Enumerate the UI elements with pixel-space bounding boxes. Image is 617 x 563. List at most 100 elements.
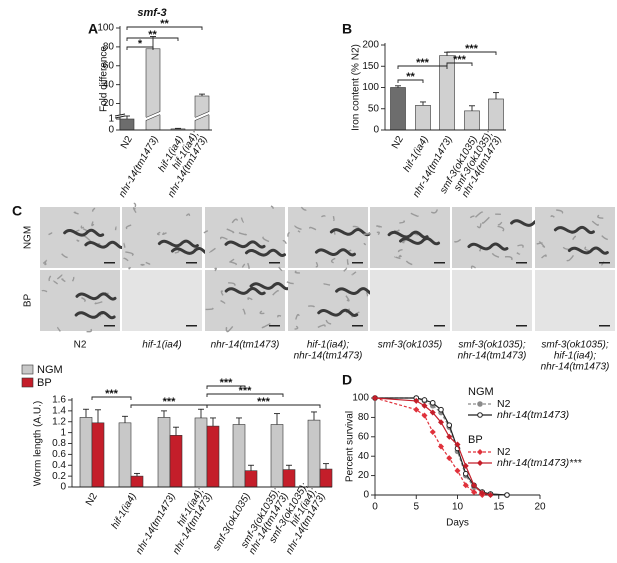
bar-break [194,111,210,118]
bar [307,419,321,488]
significance-bracket [397,79,424,83]
texture [240,217,244,223]
texture [282,240,287,245]
marker [462,462,469,469]
column-label: smf-3(ok1035); [541,340,608,351]
scale-bar [352,262,363,264]
legend-marker [477,412,483,418]
significance-label: *** [465,43,479,55]
texture [220,236,228,240]
texture [376,231,380,236]
marker [413,406,420,413]
texture [550,215,555,218]
texture [470,265,476,269]
marker [446,455,453,462]
texture [76,239,80,242]
marker [421,402,428,409]
legend-group: NGM [468,386,494,398]
significance-label: *** [163,396,177,408]
y-tick-label: 20 [103,98,115,109]
legend-marker [477,460,483,466]
texture [162,232,167,236]
marker [438,406,444,413]
marker [438,443,444,450]
worm [74,311,116,320]
marker [462,482,469,489]
significance-bracket [91,396,132,400]
texture [482,216,490,224]
texture [294,325,299,330]
texture [205,307,214,311]
texture [399,220,406,224]
x-tick-label: 20 [534,502,546,513]
worm [249,282,291,291]
micrograph [370,270,450,331]
texture [516,252,521,255]
texture [476,223,482,229]
legend-label: N2 [497,398,511,410]
texture [185,213,191,217]
bar-break [193,111,211,121]
texture [156,231,161,236]
y-tick-label: 50 [368,103,380,114]
texture [363,242,367,246]
micrograph [288,207,368,268]
significance-label: *** [257,396,271,408]
texture [295,313,300,320]
texture [203,230,209,234]
texture [504,256,513,261]
texture [261,322,271,329]
significance-bracket [206,404,321,408]
texture [317,324,326,329]
worm [224,240,266,249]
survival-line [374,397,483,496]
texture [145,261,151,265]
texture [123,257,129,262]
texture [133,202,137,208]
scale-bar [186,262,197,264]
y-tick-label: 40 [103,79,115,90]
micrograph [122,207,202,268]
legend-marker [477,449,483,455]
worm [157,239,199,248]
column-label: smf-3(ok1035); [458,340,525,351]
texture [393,229,400,232]
texture [325,319,332,325]
texture [410,212,419,217]
y-tick-label: 100 [362,82,379,93]
axis-break [114,115,126,119]
y-tick-label: 1.6 [52,395,66,406]
scale-bar [269,325,280,327]
bar-break [194,114,210,121]
y-axis-label: Fold difference [99,46,110,112]
texture [209,247,216,253]
worm [63,228,105,237]
y-tick-label: 60 [358,431,370,442]
x-tick-label: hif-1(ia4) [110,491,139,531]
texture [287,232,290,237]
y-tick-label: 100 [97,23,114,34]
texture [352,225,360,229]
scale-bar [104,325,115,327]
texture [346,259,349,265]
significance-bracket [206,385,246,389]
significance-label: ** [148,29,157,41]
texture [44,260,47,266]
texture [478,247,482,252]
micrograph [40,207,120,268]
worm [317,308,359,317]
texture [365,292,369,297]
texture [278,266,283,272]
texture [330,257,336,264]
column-label: hif-1(ia4) [142,340,181,351]
significance-bracket [206,393,284,397]
column-label: nhr-14(tm1473) [458,351,527,362]
texture [83,234,92,242]
texture [226,228,235,234]
worm [244,248,286,257]
legend-group: BP [468,434,483,446]
scale-bar [516,262,527,264]
scale-bar [434,325,445,327]
texture [363,233,372,236]
texture [497,221,503,226]
